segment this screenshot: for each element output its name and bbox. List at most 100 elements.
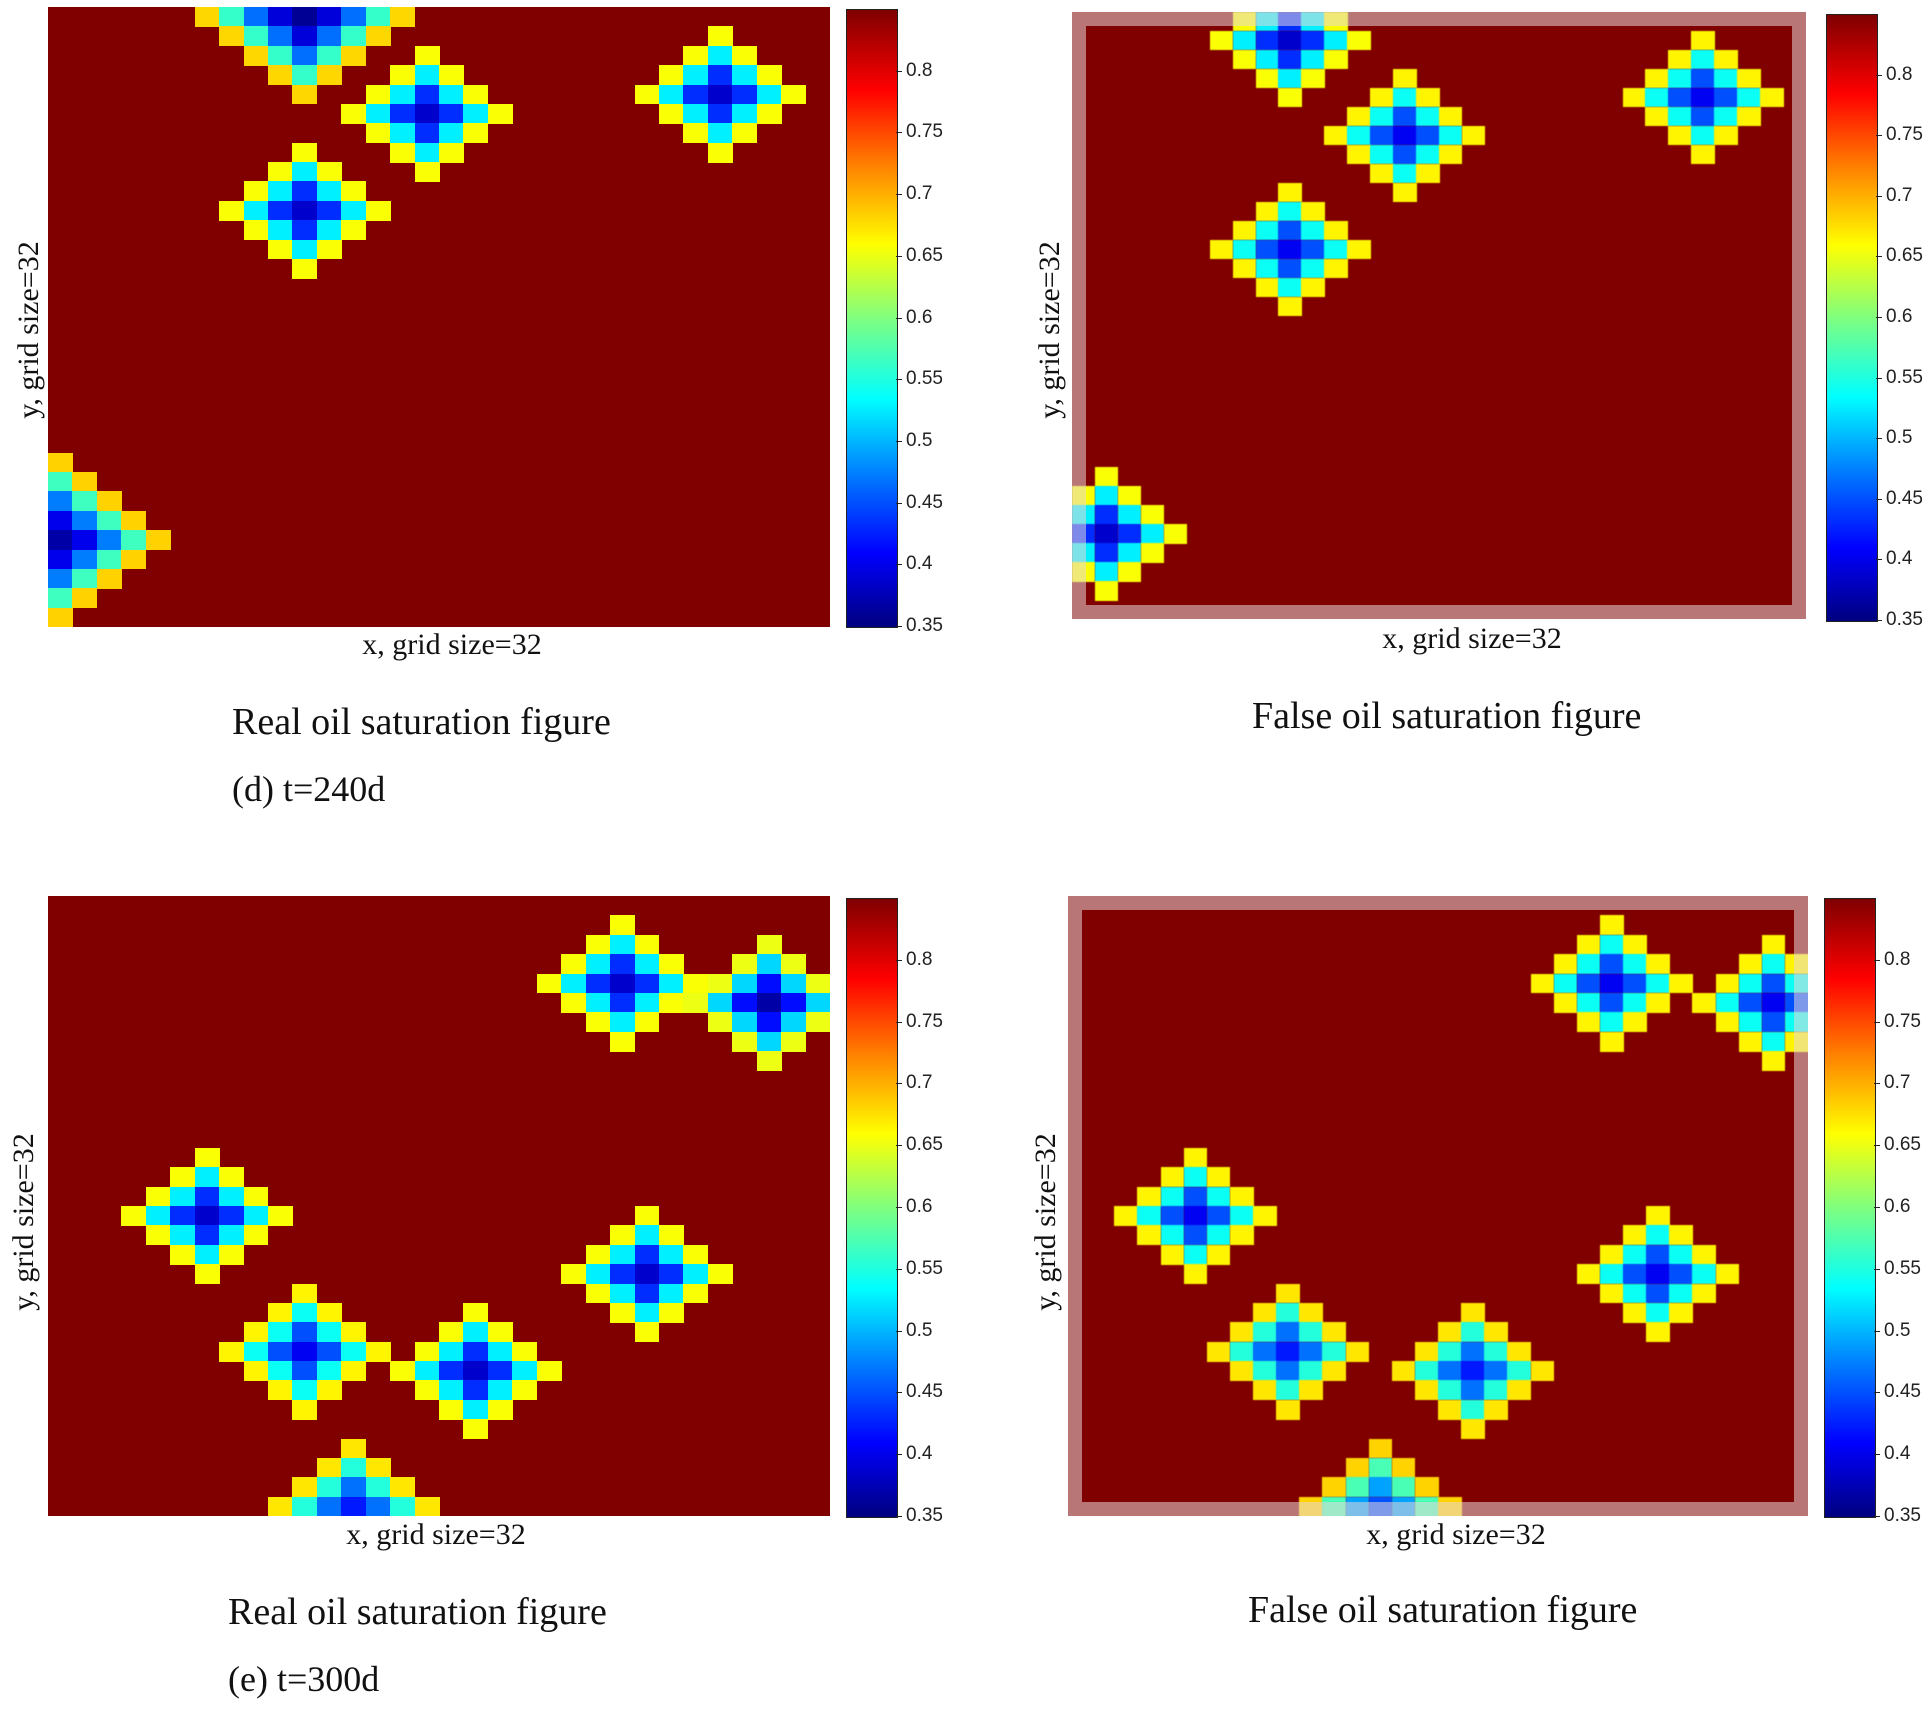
heatmap-cell bbox=[707, 142, 733, 163]
heatmap-cell bbox=[1094, 543, 1119, 563]
heatmap-cell bbox=[243, 45, 269, 66]
figure-caption: Real oil saturation figure bbox=[228, 1591, 607, 1633]
heatmap-cell bbox=[316, 1380, 342, 1401]
heatmap-cell bbox=[1232, 12, 1256, 32]
heatmap-cell bbox=[1576, 973, 1601, 994]
heatmap-cell bbox=[341, 220, 367, 240]
heatmap-cell bbox=[732, 84, 758, 105]
heatmap-cell bbox=[1623, 1012, 1647, 1033]
heatmap-cell bbox=[1094, 581, 1119, 601]
heatmap-cell bbox=[683, 1283, 709, 1304]
heatmap-cell bbox=[267, 1206, 293, 1226]
heatmap-cell bbox=[1646, 1225, 1670, 1246]
heatmap-cell bbox=[96, 491, 122, 512]
heatmap-cell bbox=[634, 1322, 660, 1343]
heatmap-cell bbox=[267, 1361, 293, 1381]
heatmap-cell bbox=[1253, 1361, 1277, 1381]
heatmap-cell bbox=[1414, 1361, 1439, 1381]
heatmap-cell bbox=[316, 200, 342, 221]
heatmap-cell bbox=[1209, 239, 1234, 260]
heatmap-cell bbox=[610, 1225, 635, 1246]
heatmap-cell bbox=[1255, 49, 1279, 70]
heatmap-cell bbox=[1461, 1302, 1485, 1323]
heatmap-cell bbox=[316, 1341, 342, 1362]
heatmap-cell bbox=[610, 1302, 635, 1323]
heatmap-cell bbox=[1253, 1206, 1277, 1226]
heatmap-cell bbox=[1461, 1341, 1485, 1362]
heatmap-cell bbox=[414, 1341, 440, 1362]
heatmap-cell bbox=[1576, 954, 1601, 974]
heatmap-cell bbox=[634, 954, 660, 974]
heatmap-cell bbox=[1209, 30, 1234, 51]
heatmap-cell bbox=[1438, 1496, 1462, 1516]
heatmap-cell bbox=[414, 45, 440, 66]
heatmap-cell bbox=[1345, 1341, 1370, 1362]
heatmap-cell bbox=[219, 1206, 244, 1226]
heatmap-cell bbox=[487, 1399, 513, 1420]
heatmap-cell bbox=[170, 1186, 196, 1207]
heatmap-cell bbox=[1393, 106, 1417, 127]
heatmap-cell bbox=[96, 568, 122, 589]
heatmap-cell bbox=[1324, 125, 1348, 146]
heatmap-cell bbox=[219, 1244, 244, 1265]
heatmap-cell bbox=[1668, 106, 1692, 127]
figure-caption: False oil saturation figure bbox=[1248, 1589, 1638, 1631]
heatmap-cell bbox=[72, 588, 98, 609]
heatmap-cell bbox=[365, 84, 391, 105]
heatmap-cell bbox=[194, 1147, 220, 1168]
heatmap-cell bbox=[341, 1496, 367, 1516]
heatmap-cell bbox=[1646, 1283, 1670, 1304]
heatmap-cell bbox=[72, 510, 98, 531]
heatmap-cell bbox=[194, 1167, 220, 1188]
heatmap-cell bbox=[1278, 87, 1302, 108]
heatmap-cell bbox=[1137, 1186, 1161, 1207]
heatmap-cell bbox=[1255, 68, 1279, 89]
heatmap-cell bbox=[1255, 258, 1279, 279]
heatmap-cell bbox=[292, 1302, 318, 1323]
heatmap-cell bbox=[316, 1477, 342, 1498]
heatmap-cell bbox=[1232, 220, 1256, 241]
heatmap-cell bbox=[48, 452, 73, 473]
heatmap-cell bbox=[1438, 1380, 1462, 1401]
heatmap-cell bbox=[1301, 30, 1325, 51]
heatmap-cell bbox=[365, 103, 391, 124]
heatmap-cell bbox=[365, 1457, 391, 1478]
heatmap-cell bbox=[267, 65, 293, 85]
heatmap-cell bbox=[1370, 163, 1394, 184]
heatmap-cell bbox=[390, 1361, 416, 1381]
heatmap-cell bbox=[463, 1361, 489, 1381]
heatmap-cell bbox=[1461, 1399, 1485, 1420]
heatmap-cell bbox=[1072, 505, 1096, 525]
heatmap-cell bbox=[1623, 973, 1647, 994]
heatmap-cell bbox=[732, 992, 758, 1013]
heatmap-cell bbox=[610, 992, 635, 1013]
figure-subtitle: (d) t=240d bbox=[232, 769, 386, 809]
heatmap-cell bbox=[1691, 30, 1715, 51]
heatmap-cell bbox=[243, 200, 269, 221]
heatmap-cell bbox=[1484, 1399, 1508, 1420]
heatmap-cell bbox=[267, 239, 293, 260]
heatmap-cell bbox=[658, 1283, 684, 1304]
heatmap-cell bbox=[732, 123, 758, 144]
heatmap-cell bbox=[487, 1361, 513, 1381]
heatmap-cell bbox=[1391, 1477, 1416, 1498]
heatmap-cell bbox=[707, 65, 733, 85]
heatmap-cell bbox=[1370, 125, 1394, 146]
heatmap-cell bbox=[781, 992, 807, 1013]
heatmap-cell bbox=[1072, 562, 1096, 582]
heatmap-cell bbox=[48, 491, 73, 512]
colorbar-tick-label: 0.7 bbox=[895, 1072, 933, 1094]
heatmap-cell bbox=[512, 1341, 538, 1362]
heatmap-cell bbox=[390, 65, 416, 85]
heatmap-cell bbox=[390, 142, 416, 163]
heatmap-cell bbox=[658, 954, 684, 974]
heatmap-cell bbox=[243, 181, 269, 202]
heatmap-cell bbox=[1623, 1244, 1647, 1265]
heatmap-cell bbox=[219, 7, 244, 27]
heatmap-cell bbox=[756, 973, 782, 994]
heatmap-cell bbox=[316, 181, 342, 202]
heatmap-cell bbox=[1507, 1361, 1531, 1381]
heatmap-cell bbox=[1276, 1380, 1300, 1401]
colorbar-tick-label: 0.65 bbox=[896, 1134, 943, 1156]
heatmap-cell bbox=[1278, 49, 1302, 70]
